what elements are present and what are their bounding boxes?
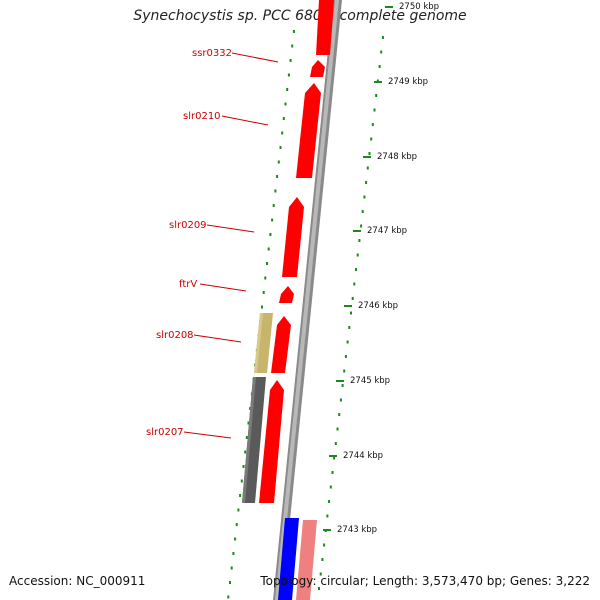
gene-label-ssr0332[interactable]: ssr0332 [192, 48, 232, 59]
map-title: Synechocystis sp. PCC 6803, complete gen… [133, 8, 467, 24]
tick-label: 2750 kbp [399, 2, 439, 12]
gene-label-slr0209[interactable]: slr0209 [169, 220, 207, 231]
feature-ftrV[interactable] [279, 286, 294, 303]
feature-slr0207-gene[interactable] [242, 377, 266, 503]
tick-label: 2745 kbp [350, 376, 390, 386]
gene-label-slr0210[interactable]: slr0210 [183, 111, 221, 122]
gene-label-slr0207[interactable]: slr0207 [146, 427, 184, 438]
gene-leader-line [199, 283, 247, 292]
gene-labels: ssr0332 slr0210 slr0209 ftrV slr0208 slr0207 [146, 48, 279, 439]
tick-mark [329, 455, 337, 457]
gene-leader-line [206, 224, 255, 233]
feature-top-red[interactable] [316, 0, 334, 55]
tick-mark [374, 81, 382, 83]
genome-summary-text: Topology: circular; Length: 3,573,470 bp… [260, 574, 590, 588]
tick-label: 2748 kbp [377, 152, 417, 162]
tick-mark [353, 230, 361, 232]
feature-bottom-blue[interactable] [278, 518, 299, 600]
tick-mark [385, 6, 393, 8]
tick-label: 2743 kbp [337, 525, 377, 535]
gene-leader-line [231, 52, 279, 63]
feature-slr0209[interactable] [282, 197, 304, 277]
feature-slr0208[interactable] [271, 316, 291, 373]
accession-text: Accession: NC_000911 [9, 574, 146, 588]
tick-mark [363, 156, 371, 158]
dotted-guides [227, 30, 384, 599]
feature-slr0210[interactable] [296, 83, 321, 178]
tick-label: 2746 kbp [358, 301, 398, 311]
feature-ssr0332[interactable] [310, 60, 325, 77]
feature-slr0207[interactable] [259, 380, 284, 503]
scale-ticks: 2750 kbp 2749 kbp 2748 kbp 2747 kbp 2746 kbp… [323, 2, 439, 535]
gene-leader-line [183, 431, 232, 439]
tick-label: 2744 kbp [343, 451, 383, 461]
gene-leader-line [221, 115, 269, 126]
genome-backbone [273, 0, 342, 600]
tick-label: 2749 kbp [388, 77, 428, 87]
tick-mark [323, 529, 331, 531]
gene-label-ftrV[interactable]: ftrV [179, 279, 197, 290]
feature-bottom-pink[interactable] [296, 520, 317, 600]
features [242, 0, 334, 600]
gene-leader-line [193, 334, 242, 343]
tick-mark [344, 305, 352, 307]
tick-label: 2747 kbp [367, 226, 407, 236]
gene-label-slr0208[interactable]: slr0208 [156, 330, 194, 341]
tick-mark [336, 380, 344, 382]
